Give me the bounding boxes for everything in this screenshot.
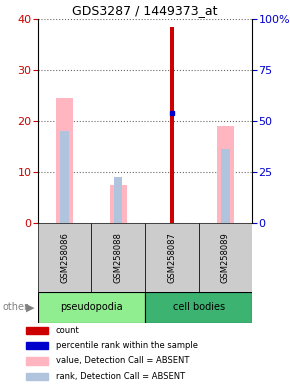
Text: other: other: [3, 302, 29, 312]
Bar: [26, 326, 48, 334]
Text: ▶: ▶: [26, 302, 35, 312]
FancyBboxPatch shape: [38, 292, 145, 323]
Bar: [110, 185, 127, 223]
Text: GSM258087: GSM258087: [167, 232, 176, 283]
Bar: [26, 357, 48, 365]
Text: value, Detection Call = ABSENT: value, Detection Call = ABSENT: [56, 356, 189, 366]
Text: pseudopodia: pseudopodia: [60, 302, 123, 312]
Text: cell bodies: cell bodies: [173, 302, 225, 312]
Bar: [60, 131, 69, 223]
Bar: [26, 342, 48, 349]
Bar: [170, 27, 174, 223]
FancyBboxPatch shape: [145, 292, 252, 323]
Text: GSM258088: GSM258088: [114, 232, 123, 283]
FancyBboxPatch shape: [38, 223, 91, 292]
FancyBboxPatch shape: [199, 223, 252, 292]
Text: percentile rank within the sample: percentile rank within the sample: [56, 341, 198, 350]
Bar: [26, 372, 48, 380]
Text: GSM258089: GSM258089: [221, 232, 230, 283]
Bar: [217, 126, 234, 223]
Text: GSM258086: GSM258086: [60, 232, 69, 283]
FancyBboxPatch shape: [91, 223, 145, 292]
FancyBboxPatch shape: [145, 223, 199, 292]
Bar: [114, 177, 122, 223]
Title: GDS3287 / 1449373_at: GDS3287 / 1449373_at: [72, 3, 218, 17]
Bar: [56, 98, 73, 223]
Text: rank, Detection Call = ABSENT: rank, Detection Call = ABSENT: [56, 372, 185, 381]
Text: count: count: [56, 326, 79, 335]
Bar: [221, 149, 230, 223]
